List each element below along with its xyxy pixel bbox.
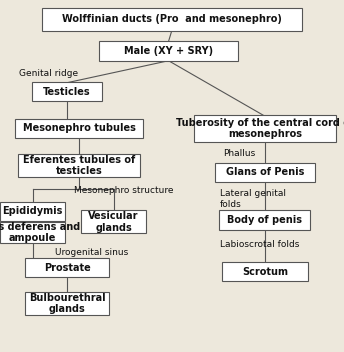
Text: Mesonephro tubules: Mesonephro tubules [23,124,136,133]
FancyBboxPatch shape [81,210,146,233]
Text: Labioscrotal folds: Labioscrotal folds [220,240,300,249]
FancyBboxPatch shape [32,82,102,101]
Text: Genital ridge: Genital ridge [19,69,78,78]
FancyBboxPatch shape [25,292,109,315]
Text: Testicles: Testicles [43,87,91,96]
Text: Eferentes tubules of
testicles: Eferentes tubules of testicles [23,155,135,176]
Text: Male (XY + SRY): Male (XY + SRY) [124,46,213,56]
Text: Lateral genital
folds: Lateral genital folds [220,189,286,209]
Text: Vas deferens and
ampoule: Vas deferens and ampoule [0,221,80,243]
FancyBboxPatch shape [219,210,310,230]
Text: Mesonephro structure: Mesonephro structure [74,186,173,195]
Text: Tuberosity of the central cord of
mesonephros: Tuberosity of the central cord of mesone… [176,118,344,139]
FancyBboxPatch shape [222,262,308,281]
Text: Phallus: Phallus [224,149,256,158]
Text: Epididymis: Epididymis [2,206,63,216]
FancyBboxPatch shape [15,119,143,138]
FancyBboxPatch shape [18,154,140,177]
Text: Vesicular
glands: Vesicular glands [88,211,139,233]
Text: Body of penis: Body of penis [227,215,302,225]
FancyBboxPatch shape [25,258,109,277]
Text: Bulbourethral
glands: Bulbourethral glands [29,293,105,314]
Text: Prostate: Prostate [44,263,90,272]
Text: Wolffinian ducts (Pro  and mesonephro): Wolffinian ducts (Pro and mesonephro) [62,14,282,24]
Text: Urogenital sinus: Urogenital sinus [55,248,128,257]
Text: Scrotum: Scrotum [242,267,288,277]
FancyBboxPatch shape [99,40,238,61]
FancyBboxPatch shape [215,163,315,182]
FancyBboxPatch shape [42,8,302,31]
FancyBboxPatch shape [194,115,336,142]
FancyBboxPatch shape [0,202,65,221]
Text: Glans of Penis: Glans of Penis [226,168,304,177]
FancyBboxPatch shape [0,222,65,243]
